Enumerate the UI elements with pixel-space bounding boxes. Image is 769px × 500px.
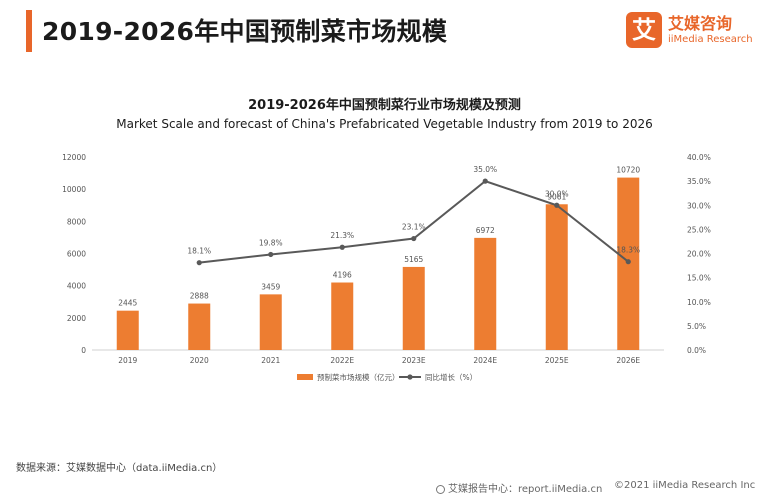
growth-point (339, 244, 345, 250)
growth-point (196, 260, 202, 266)
data-source: 数据来源：艾媒数据中心（data.iiMedia.cn） (16, 463, 223, 474)
growth-point (411, 235, 417, 242)
legend-line-label: 同比增长（%） (425, 372, 477, 382)
growth-point (554, 202, 560, 208)
title-accent-bar (26, 10, 32, 52)
y-right-tick-label: 5.0% (687, 322, 706, 331)
iimedia-logo[interactable]: 艾 艾媒咨询 iiMedia Research (626, 10, 762, 52)
growth-point (268, 251, 274, 258)
bar (402, 266, 425, 350)
y-left-tick-label: 8000 (67, 217, 86, 226)
y-right-tick-label: 20.0% (687, 250, 711, 259)
y-left-tick-label: 10000 (62, 185, 86, 194)
x-tick-label: 2026E (616, 356, 640, 365)
y-right-tick-label: 0.0% (687, 346, 706, 355)
legend-bar-swatch (297, 374, 313, 380)
bar (188, 303, 211, 350)
growth-value-label: 30.0% (545, 189, 569, 198)
x-tick-label: 2024E (473, 356, 497, 365)
legend-line-marker (407, 374, 413, 380)
bar-value-label: 4196 (333, 271, 352, 280)
bar (331, 282, 354, 350)
chart-subtitle: Market Scale and forecast of China's Pre… (116, 117, 653, 131)
footer-report-link[interactable]: 艾媒报告中心：report.iiMedia.cn (436, 480, 602, 495)
growth-value-label: 18.1% (187, 247, 211, 256)
logo-mark: 艾 (626, 12, 662, 48)
x-tick-label: 2025E (545, 356, 569, 365)
y-left-tick-label: 2000 (67, 314, 86, 323)
growth-point (482, 178, 488, 184)
page-title: 2019-2026年中国预制菜市场规模 (42, 17, 448, 46)
bar-value-label: 3459 (261, 282, 280, 291)
growth-value-label: 23.1% (402, 223, 426, 232)
growth-point (625, 259, 631, 265)
footer-report-text: 艾媒报告中心：report.iiMedia.cn (448, 484, 603, 495)
bar (259, 294, 282, 350)
y-left-tick-label: 6000 (67, 250, 86, 259)
bar-value-label: 9061 (547, 192, 566, 201)
bar (116, 310, 139, 350)
growth-value-label: 19.8% (259, 238, 283, 247)
bar-value-label: 2888 (190, 292, 209, 301)
bar (474, 237, 497, 350)
chart-title: 2019-2026年中国预制菜行业市场规模及预测 (248, 98, 521, 113)
bar-value-label: 10720 (616, 166, 640, 175)
logo-name-cn: 艾媒咨询 (668, 14, 733, 33)
footer-copyright: ©2021 iiMedia Research Inc (614, 480, 756, 491)
logo-name-en: iiMedia Research (668, 34, 753, 45)
y-right-tick-label: 10.0% (687, 298, 711, 307)
y-right-tick-label: 40.0% (687, 153, 711, 162)
bar-value-label: 2445 (118, 299, 137, 308)
growth-value-label: 18.3% (616, 246, 640, 255)
x-tick-label: 2023E (402, 356, 426, 365)
y-right-tick-label: 15.0% (687, 274, 711, 283)
bar-value-label: 5165 (404, 255, 423, 264)
bar (545, 204, 568, 350)
x-tick-label: 2019 (118, 356, 137, 365)
y-left-tick-label: 0 (81, 346, 86, 355)
growth-value-label: 35.0% (473, 165, 497, 174)
x-tick-label: 2021 (261, 356, 280, 365)
search-icon (436, 484, 445, 494)
x-tick-label: 2022E (330, 356, 354, 365)
y-left-tick-label: 4000 (67, 282, 86, 291)
bar-value-label: 6972 (476, 226, 495, 235)
y-right-tick-label: 35.0% (687, 177, 711, 186)
growth-value-label: 21.3% (330, 231, 354, 240)
legend-bar-label: 预制菜市场规模（亿元） (317, 372, 400, 382)
y-right-tick-label: 30.0% (687, 201, 711, 210)
x-tick-label: 2020 (190, 356, 209, 365)
y-left-tick-label: 12000 (62, 153, 86, 162)
y-right-tick-label: 25.0% (687, 225, 711, 234)
